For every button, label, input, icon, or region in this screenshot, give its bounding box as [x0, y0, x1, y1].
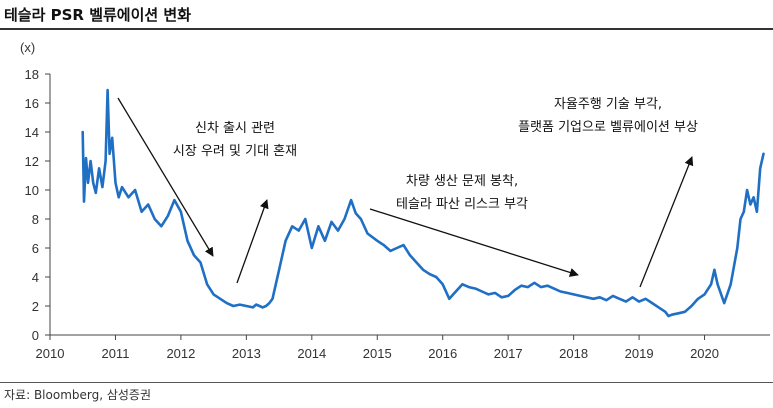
- x-tick-label: 2013: [232, 346, 261, 361]
- x-tick-label: 2015: [363, 346, 392, 361]
- series-group: [81, 88, 765, 318]
- trend-arrow: [236, 199, 269, 284]
- y-tick-label: 14: [25, 125, 39, 140]
- y-tick-label: 4: [32, 270, 39, 285]
- y-tick-label: 16: [25, 96, 39, 111]
- title-divider: [0, 28, 773, 30]
- psr-chart: (x) 0 2 4 6 8 10 12 14 16 18 2010 2011 2012 2013 2014 20…: [20, 40, 770, 361]
- x-tick-label: 2020: [690, 346, 719, 361]
- source-note: 자료: Bloomberg, 삼성증권: [4, 388, 152, 402]
- footer-divider: [0, 382, 773, 383]
- y-tick-label: 6: [32, 241, 39, 256]
- annotation-text: 테슬라 파산 리스크 부각: [396, 197, 528, 212]
- x-tick-label: 2016: [428, 346, 457, 361]
- trend-arrow: [639, 156, 694, 288]
- x-tick-label: 2018: [559, 346, 588, 361]
- y-tick-label: 8: [32, 212, 39, 227]
- annotation-text: 신차 출시 관련: [195, 121, 275, 136]
- trend-arrow: [369, 208, 579, 277]
- x-tick-label: 2011: [101, 346, 129, 361]
- trend-arrow: [117, 97, 214, 257]
- x-tick-label: 2010: [36, 346, 65, 361]
- y-tick-label: 0: [32, 328, 39, 343]
- y-tick-label: 10: [25, 183, 39, 198]
- x-tick-label: 2019: [625, 346, 654, 361]
- x-tick-label: 2017: [494, 346, 523, 361]
- chart-axes: (x) 0 2 4 6 8 10 12 14 16 18 2010 2011 2012 2013 2014 20…: [20, 40, 770, 361]
- annotation-text: 시장 우려 및 기대 혼재: [173, 144, 297, 159]
- psr-series-line: [81, 88, 765, 318]
- annotation-text: 자율주행 기술 부각,: [554, 96, 662, 112]
- y-unit-label: (x): [20, 40, 35, 55]
- y-tick-label: 18: [25, 67, 39, 82]
- chart-title: 테슬라 PSR 벨류에이션 변화: [4, 6, 192, 24]
- annotation-text: 플랫폼 기업으로 벨류에이션 부상: [518, 120, 698, 135]
- x-tick-label: 2014: [297, 346, 326, 361]
- annotation-text: 차량 생산 문제 봉착,: [406, 174, 518, 189]
- y-tick-label: 2: [32, 299, 39, 314]
- x-tick-label: 2012: [166, 346, 195, 361]
- y-tick-label: 12: [25, 154, 39, 169]
